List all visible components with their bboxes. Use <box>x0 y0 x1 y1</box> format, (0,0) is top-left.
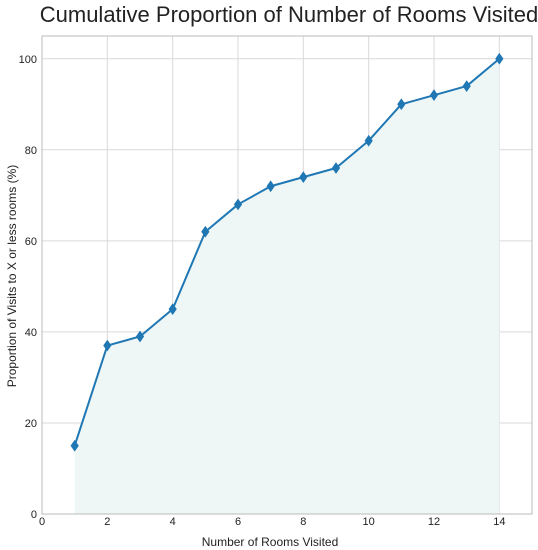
x-tick-label: 0 <box>39 516 45 528</box>
data-point-marker <box>70 439 79 452</box>
data-point-marker <box>397 98 406 111</box>
data-point-marker <box>299 171 308 183</box>
y-axis-label: Proportion of Visits to X or less rooms … <box>5 165 19 388</box>
data-point-marker <box>266 180 275 193</box>
data-point-marker <box>364 134 373 147</box>
data-point-marker <box>135 330 145 343</box>
x-tick-label: 12 <box>428 516 440 528</box>
x-tick-label: 6 <box>235 516 241 528</box>
x-tick-label: 10 <box>363 516 375 528</box>
y-tick-label: 40 <box>25 327 37 339</box>
y-tick-label: 0 <box>31 509 37 521</box>
data-point-marker <box>331 162 341 174</box>
y-tick-label: 80 <box>25 145 37 157</box>
data-point-marker <box>233 198 243 211</box>
data-point-marker <box>495 52 504 65</box>
data-point-marker <box>168 303 177 316</box>
data-point-marker <box>103 339 112 352</box>
x-axis-label: Number of Rooms Visited <box>202 535 339 549</box>
y-tick-label: 60 <box>25 236 37 248</box>
y-tick-label: 20 <box>25 418 37 430</box>
chart-title: Cumulative Proportion of Number of Rooms… <box>40 2 538 27</box>
data-point-marker <box>201 225 210 238</box>
data-point-marker <box>429 89 439 102</box>
area-fill <box>74 58 500 515</box>
series-line <box>73 57 500 447</box>
x-tick-label: 14 <box>493 516 505 528</box>
x-tick-label: 2 <box>104 516 110 528</box>
x-tick-label: 4 <box>170 516 176 528</box>
x-tick-label: 8 <box>300 516 306 528</box>
plot-frame <box>41 35 533 515</box>
plot-area: 0 2 4 6 8 10 12 14 0 20 40 60 80 100 <box>19 35 533 528</box>
data-point-marker <box>462 80 471 92</box>
y-tick-label: 100 <box>19 54 37 66</box>
